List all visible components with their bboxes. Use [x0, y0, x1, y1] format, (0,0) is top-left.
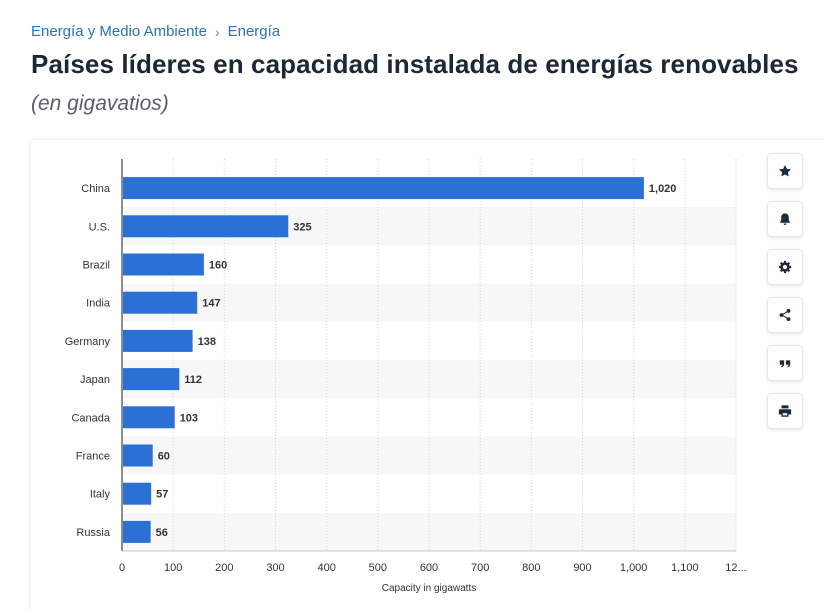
x-tick-label: 300 — [266, 562, 284, 574]
page-subtitle: (en gigavatios) — [31, 92, 169, 115]
category-label: U.S. — [89, 221, 110, 233]
category-label: France — [76, 451, 110, 463]
value-label: 112 — [184, 374, 202, 386]
category-label: Brazil — [82, 260, 110, 272]
bar — [123, 520, 151, 543]
bar — [123, 482, 152, 505]
value-label: 60 — [158, 451, 170, 463]
bar-chart: China 1,020 U.S. 325 Brazil 160 India 147 German… — [65, 159, 747, 594]
value-label: 56 — [156, 527, 168, 539]
value-label: 103 — [180, 412, 198, 424]
x-tick-label: 400 — [317, 562, 335, 574]
x-tick-label: 0 — [119, 562, 125, 574]
value-label: 138 — [198, 336, 216, 348]
category-label: Germany — [65, 336, 111, 348]
category-label: Canada — [71, 412, 110, 424]
row-stripe — [122, 360, 736, 399]
bar — [123, 444, 153, 467]
bar — [123, 291, 198, 314]
chart-toolbar — [767, 153, 803, 429]
x-tick-label: 800 — [522, 562, 540, 574]
share-icon — [779, 308, 791, 322]
x-axis-title: Capacity in gigawatts — [382, 583, 477, 594]
x-tick-label: 1,100 — [671, 562, 699, 574]
bar — [123, 177, 644, 200]
category-label: Japan — [80, 374, 110, 386]
chart-card: China 1,020 U.S. 325 Brazil 160 India 147 German… — [31, 140, 825, 610]
x-tick-label: 700 — [471, 562, 489, 574]
x-tick-label: 900 — [573, 562, 591, 574]
breadcrumb: Energía y Medio Ambiente › Energía — [31, 23, 280, 40]
x-tick-label: 200 — [215, 562, 233, 574]
star-icon — [779, 165, 791, 177]
bell-icon — [780, 213, 790, 225]
x-tick-label: 500 — [369, 562, 387, 574]
notification-button[interactable] — [767, 201, 803, 237]
bar — [123, 406, 175, 429]
breadcrumb-separator: › — [214, 23, 220, 40]
page-title: Países líderes en capacidad instalada de… — [31, 49, 799, 79]
value-label: 325 — [293, 221, 311, 233]
favorite-button[interactable] — [767, 153, 803, 189]
x-tick-label: 1,000 — [620, 562, 648, 574]
x-tick-label: 12... — [725, 562, 746, 574]
category-label: India — [86, 298, 111, 310]
category-label: China — [81, 183, 111, 195]
settings-button[interactable] — [767, 249, 803, 285]
bar — [123, 368, 180, 391]
bar — [123, 215, 289, 238]
category-label: Russia — [76, 527, 111, 539]
value-label: 160 — [209, 260, 227, 272]
print-button[interactable] — [767, 393, 803, 429]
breadcrumb-link-energy[interactable]: Energía — [227, 23, 281, 40]
bar — [123, 329, 193, 352]
citation-button[interactable] — [767, 345, 803, 381]
value-label: 147 — [202, 298, 220, 310]
print-icon — [778, 405, 792, 417]
x-tick-label: 600 — [420, 562, 438, 574]
breadcrumb-link-energy-environment[interactable]: Energía y Medio Ambiente — [31, 23, 207, 40]
gear-icon — [778, 260, 792, 274]
value-label: 1,020 — [649, 183, 677, 195]
share-button[interactable] — [767, 297, 803, 333]
value-label: 57 — [156, 489, 168, 501]
bar — [123, 253, 204, 276]
category-label: Italy — [90, 489, 111, 501]
x-tick-label: 100 — [164, 562, 182, 574]
quote-icon — [779, 360, 791, 368]
